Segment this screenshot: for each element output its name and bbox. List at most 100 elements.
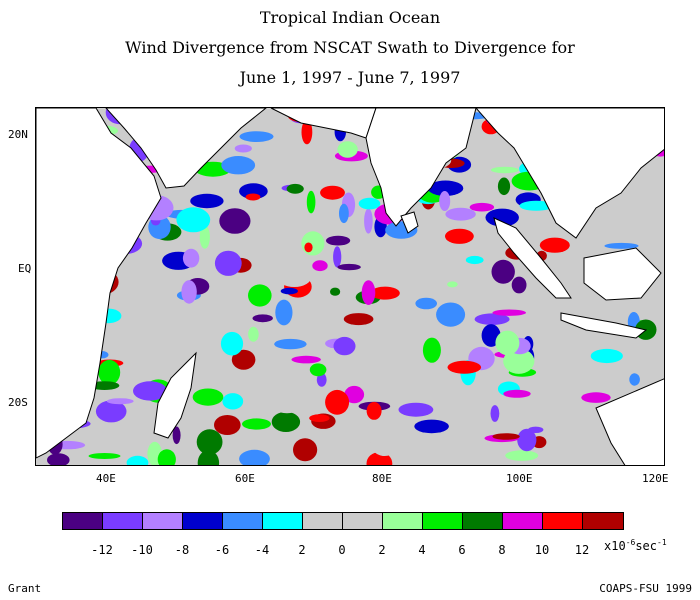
divergence-patch bbox=[490, 405, 500, 422]
divergence-patch bbox=[445, 207, 476, 221]
divergence-patch bbox=[309, 363, 327, 377]
divergence-patch bbox=[495, 330, 520, 356]
legend-swatch bbox=[463, 513, 503, 529]
divergence-patch bbox=[269, 391, 305, 414]
divergence-patch bbox=[415, 297, 438, 310]
lon-label-100e: 100E bbox=[506, 472, 533, 485]
divergence-patch bbox=[474, 313, 510, 325]
divergence-map bbox=[35, 107, 665, 466]
divergence-patch bbox=[219, 208, 251, 234]
divergence-patch bbox=[368, 340, 379, 362]
unit-prefix: x10 bbox=[604, 539, 626, 553]
lon-label-40e: 40E bbox=[96, 472, 116, 485]
legend-tick-label: 0 bbox=[338, 543, 346, 557]
color-legend bbox=[62, 512, 624, 530]
divergence-patch bbox=[291, 355, 321, 364]
divergence-patch bbox=[304, 242, 313, 253]
land-sri-lanka bbox=[400, 211, 419, 234]
divergence-patch bbox=[286, 183, 304, 194]
divergence-patch bbox=[182, 248, 200, 268]
divergence-patch bbox=[326, 235, 351, 246]
lon-label-80e: 80E bbox=[372, 472, 392, 485]
divergence-patch bbox=[172, 426, 181, 445]
divergence-patch bbox=[364, 208, 373, 234]
divergence-patch bbox=[95, 400, 127, 423]
divergence-patch bbox=[301, 119, 313, 145]
land-madagascar bbox=[153, 351, 197, 439]
divergence-patch bbox=[220, 331, 244, 356]
divergence-patch bbox=[196, 429, 223, 455]
divergence-patch bbox=[539, 237, 570, 253]
divergence-patch bbox=[497, 177, 511, 196]
divergence-patch bbox=[239, 449, 270, 465]
legend-swatch bbox=[343, 513, 383, 529]
legend-swatch bbox=[543, 513, 583, 529]
divergence-patch bbox=[98, 359, 121, 385]
divergence-patch bbox=[511, 276, 527, 294]
legend-swatch bbox=[263, 513, 303, 529]
divergence-patch bbox=[590, 348, 623, 364]
divergence-patch bbox=[245, 193, 261, 201]
divergence-patch bbox=[491, 259, 515, 284]
lon-label-120e: 120E bbox=[642, 472, 669, 485]
divergence-patch bbox=[277, 266, 312, 287]
title-line-3: June 1, 1997 - June 7, 1997 bbox=[239, 68, 461, 87]
legend-swatch bbox=[583, 513, 623, 529]
legend-tick-label: -10 bbox=[131, 543, 153, 557]
divergence-patch bbox=[343, 313, 374, 326]
divergence-patch bbox=[309, 414, 330, 422]
divergence-patch bbox=[333, 336, 356, 356]
legend-tick-label: -4 bbox=[254, 543, 270, 557]
divergence-patch bbox=[436, 302, 466, 327]
legend-tick-label: 2 bbox=[298, 543, 306, 557]
divergence-patch bbox=[47, 453, 70, 465]
divergence-patch bbox=[221, 156, 256, 175]
divergence-patch bbox=[190, 193, 224, 209]
divergence-patch bbox=[325, 389, 350, 415]
legend-swatch bbox=[223, 513, 263, 529]
divergence-patch bbox=[133, 381, 167, 401]
divergence-patch bbox=[280, 287, 298, 295]
divergence-patch bbox=[422, 337, 441, 363]
divergence-patch bbox=[330, 287, 341, 296]
divergence-patch bbox=[337, 141, 358, 158]
divergence-patch bbox=[274, 338, 307, 350]
divergence-patch bbox=[71, 447, 96, 465]
divergence-patch bbox=[176, 207, 211, 233]
divergence-patch bbox=[447, 360, 482, 374]
divergence-patch bbox=[242, 418, 271, 430]
divergence-patch bbox=[181, 280, 197, 304]
legend-swatch bbox=[103, 513, 143, 529]
divergence-patch bbox=[398, 402, 434, 417]
divergence-patch bbox=[445, 228, 474, 244]
author-credit: Grant bbox=[8, 582, 42, 595]
divergence-patch bbox=[301, 231, 325, 256]
land-africa bbox=[36, 108, 162, 459]
divergence-patch bbox=[320, 185, 345, 200]
unit-exponent: -6 bbox=[625, 538, 636, 547]
map-canvas bbox=[36, 108, 664, 465]
legend-tick-label: 8 bbox=[498, 543, 506, 557]
divergence-patch bbox=[197, 450, 220, 465]
divergence-patch bbox=[260, 252, 272, 264]
divergence-patch bbox=[316, 372, 327, 387]
divergence-patch bbox=[239, 131, 274, 142]
land-sumatra bbox=[493, 217, 572, 299]
legend-swatch bbox=[303, 513, 343, 529]
lon-label-60e: 60E bbox=[235, 472, 255, 485]
legend-tick-label: -8 bbox=[174, 543, 190, 557]
divergence-patch bbox=[439, 191, 451, 211]
divergence-patch bbox=[312, 260, 328, 272]
divergence-patch bbox=[485, 208, 519, 227]
legend-tick-label: 10 bbox=[534, 543, 550, 557]
land-persia bbox=[270, 108, 377, 139]
lat-label-20n: 20N bbox=[8, 128, 28, 141]
legend-swatch bbox=[503, 513, 543, 529]
divergence-patch bbox=[344, 385, 365, 404]
divergence-patch bbox=[465, 255, 484, 265]
divergence-patch bbox=[214, 250, 242, 276]
legend-swatch bbox=[383, 513, 423, 529]
divergence-patch bbox=[629, 373, 640, 386]
divergence-patch bbox=[248, 284, 272, 307]
divergence-patch bbox=[157, 449, 176, 465]
